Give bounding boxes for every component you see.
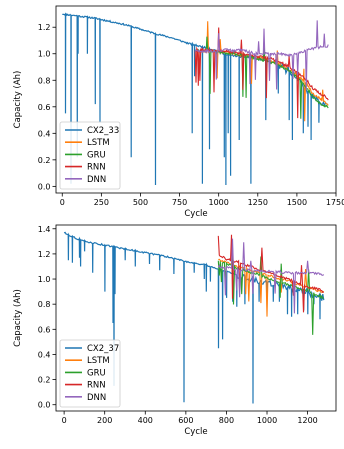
y-tick-label: 1.4 [38,225,51,234]
legend-label-gru: GRU [87,368,106,378]
y-tick-label: 0.6 [38,103,51,112]
x-tick-label: 250 [94,198,109,207]
legend-label-rnn: RNN [87,381,106,391]
y-tick-label: 0.8 [38,300,51,309]
x-tick-label: 400 [138,416,153,425]
legend: CX2_33 LSTM GRU RNN DNN [59,121,121,190]
y-tick-label: 0.8 [38,76,51,85]
legend-label-gru: GRU [87,150,106,160]
legend-label-cx2-37: CX2_37 [87,344,119,354]
x-tick-label: 1750 [326,198,344,207]
y-tick-label: 0.2 [38,156,51,165]
y-tick-label: 1.0 [38,275,51,284]
legend-label-lstm: LSTM [87,356,110,366]
chart-cx2-37: 0 200 400 600 800 1000 1200 0.0 0.2 0.4 0.6 0.8 1.0 1… [13,224,337,437]
x-tick-label: 1200 [297,416,317,425]
series-line-dnn [194,20,329,91]
axes-frame [55,5,337,194]
y-tick-label: 0.4 [38,350,51,359]
x-tick-label: 1000 [257,416,277,425]
y-tick-label: 1.0 [38,50,51,59]
x-tick-label: 800 [219,416,234,425]
x-tick-label: 1500 [287,198,307,207]
x-tick-label: 500 [133,198,148,207]
series-line-gru [217,248,324,335]
legend-box [59,339,121,408]
axes-frame [55,224,337,412]
y-tick-label: 0.6 [38,325,51,334]
legend-label-rnn: RNN [87,163,106,173]
y-axis-label: Capacity (Ah) [13,289,23,347]
x-tick-label: 600 [178,416,193,425]
x-tick-label: 200 [97,416,112,425]
x-tick-label: 0 [62,416,67,425]
y-axis-label: Capacity (Ah) [13,71,23,129]
x-tick-label: 1000 [209,198,229,207]
x-tick-label: 0 [60,198,65,207]
x-tick-label: 750 [172,198,187,207]
y-tick-label: 0.2 [38,376,51,385]
legend-label-dnn: DNN [87,393,106,403]
chart-cx2-33: 0 250 500 750 1000 1250 1500 1750 0.0 0.2 0.4 0.6 0.… [13,5,344,219]
x-axis-label: Cycle [184,427,207,437]
legend-label-lstm: LSTM [87,138,110,148]
series-line-lstm [218,258,324,317]
y-tick-label: 1.2 [38,250,51,259]
y-tick-label: 0.0 [38,182,51,191]
y-tick-label: 1.2 [38,23,51,32]
x-axis-label: Cycle [184,209,207,219]
y-tick-label: 0.4 [38,129,51,138]
plot-area [63,231,325,404]
legend-label-dnn: DNN [87,175,106,185]
y-tick-label: 0.0 [38,401,51,410]
legend-box [59,121,121,190]
legend: CX2_37 LSTM GRU RNN DNN [59,339,121,408]
series-line-dnn [217,238,325,314]
legend-label-cx2-33: CX2_33 [87,126,119,136]
series-line-rnn [217,234,325,313]
x-tick-label: 1250 [248,198,268,207]
plot-area [62,12,329,186]
